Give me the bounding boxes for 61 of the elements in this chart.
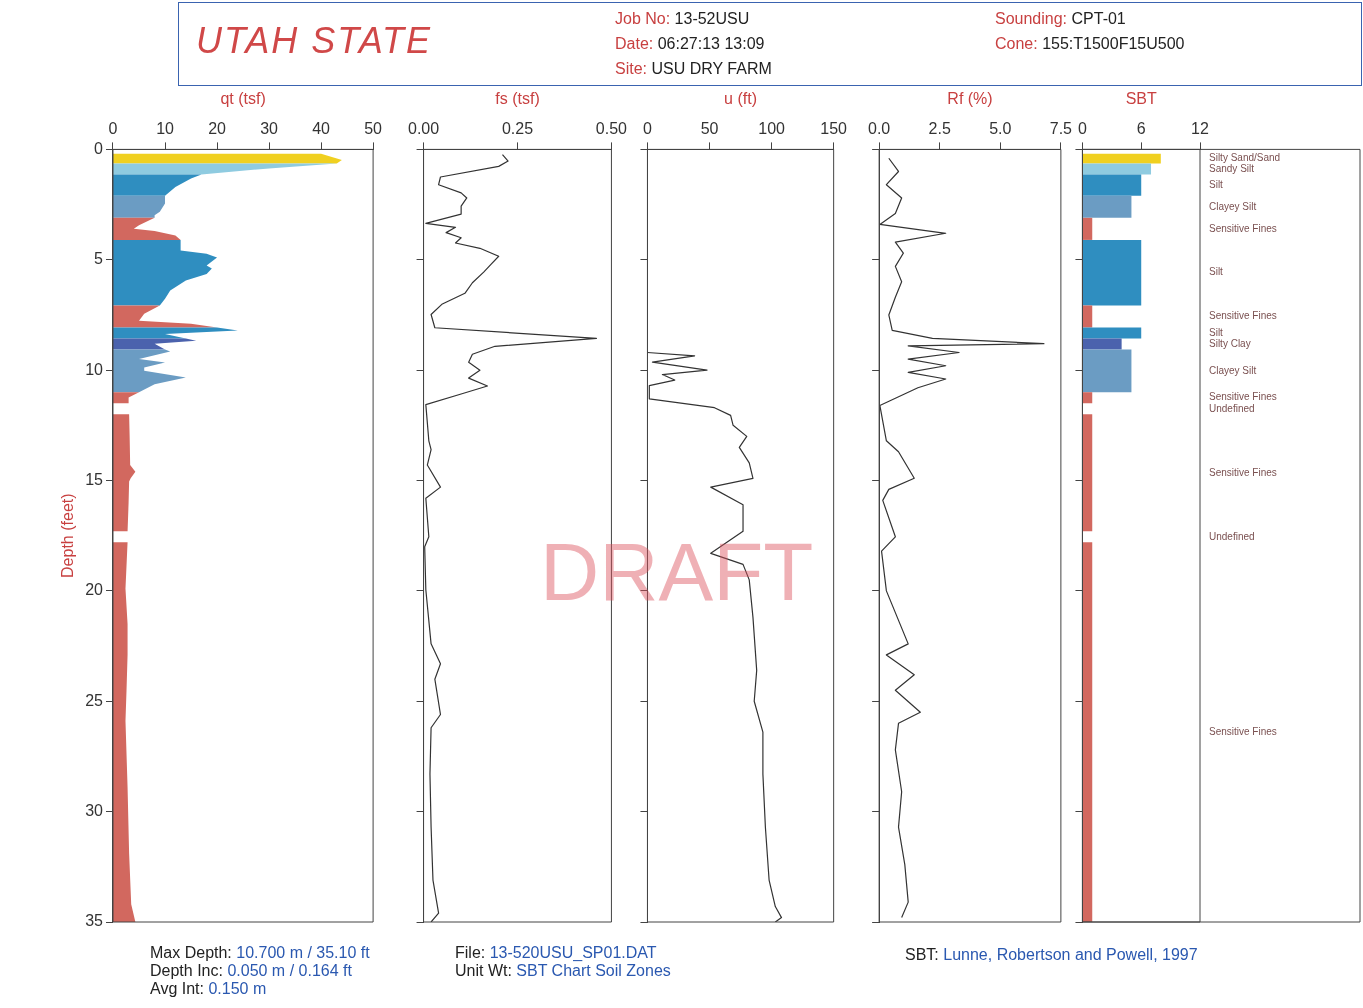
text: Sensitive Fines xyxy=(1209,391,1277,403)
text: Avg Int: 0.150 m xyxy=(150,980,267,997)
x-axis-title: qt (tsf) xyxy=(220,90,266,108)
x-axis-title: Rf (%) xyxy=(947,90,993,108)
x-tick-label: 0 xyxy=(643,120,652,138)
y-tick-label: 0 xyxy=(94,139,104,157)
text: Sounding: CPT-01 xyxy=(995,10,1126,27)
y-tick-label: 20 xyxy=(85,581,104,599)
y-tick-label: 35 xyxy=(85,912,104,930)
text: Date: 06:27:13 13:09 xyxy=(615,35,765,52)
x-tick-label: 0.00 xyxy=(408,120,440,138)
y-tick-label: 5 xyxy=(94,250,104,268)
text: Max Depth: 10.700 m / 35.10 ft xyxy=(150,944,370,961)
text: Undefined xyxy=(1209,530,1255,542)
text: Sensitive Fines xyxy=(1209,222,1277,234)
text: Sensitive Fines xyxy=(1209,466,1277,478)
x-tick-label: 0.50 xyxy=(595,120,628,138)
x-tick-label: 50 xyxy=(700,120,719,138)
x-tick-label: 10 xyxy=(156,120,175,138)
x-tick-label: 5.0 xyxy=(989,120,1012,138)
y-axis-title: Depth (feet) xyxy=(59,493,77,578)
text: Sensitive Fines xyxy=(1209,310,1277,322)
y-tick-label: 10 xyxy=(85,360,104,378)
x-tick-label: 150 xyxy=(820,120,848,138)
x-tick-label: 50 xyxy=(364,120,383,138)
text: Unit Wt: SBT Chart Soil Zones xyxy=(455,962,671,979)
text: Silty Sand/Sand xyxy=(1209,152,1281,164)
x-tick-label: 40 xyxy=(312,120,331,138)
x-tick-label: 20 xyxy=(208,120,227,138)
x-axis-title: SBT xyxy=(1125,90,1158,108)
x-axis-title: u (ft) xyxy=(724,90,757,108)
x-tick-label: 0 xyxy=(1078,120,1087,138)
text: Silt xyxy=(1209,266,1224,278)
x-tick-label: 6 xyxy=(1136,120,1146,138)
text: Sandy Silt xyxy=(1209,162,1255,174)
x-axis-title: fs (tsf) xyxy=(495,90,540,108)
y-tick-label: 25 xyxy=(85,691,104,709)
x-tick-label: 7.5 xyxy=(1049,120,1073,138)
text: Clayey Silt xyxy=(1209,200,1257,212)
x-tick-label: 0.25 xyxy=(501,120,534,138)
y-tick-label: 30 xyxy=(85,802,104,820)
x-tick-label: 0 xyxy=(108,120,118,138)
text: Sensitive Fines xyxy=(1209,725,1277,737)
text: Undefined xyxy=(1209,402,1255,414)
text: Silt xyxy=(1209,326,1224,338)
text: Cone: 155:T1500F15U500 xyxy=(995,35,1185,52)
y-tick-label: 15 xyxy=(85,470,104,488)
text: Job No: 13-52USU xyxy=(615,10,750,27)
text: File: 13-520USU_SP01.DAT xyxy=(455,944,657,961)
x-tick-label: 2.5 xyxy=(928,120,951,138)
text: Silty Clay xyxy=(1209,337,1251,349)
x-tick-label: 0.0 xyxy=(868,120,891,138)
x-tick-label: 12 xyxy=(1191,120,1209,138)
text: SBT: Lunne, Robertson and Powell, 1997 xyxy=(905,946,1198,963)
text: Site: USU DRY FARM xyxy=(615,60,772,77)
text: Clayey Silt xyxy=(1209,364,1257,376)
x-tick-label: 30 xyxy=(260,120,279,138)
text: Silt xyxy=(1209,178,1224,190)
chart-title: UTAH STATE xyxy=(196,20,432,62)
x-tick-label: 100 xyxy=(758,120,786,138)
text: Depth Inc: 0.050 m / 0.164 ft xyxy=(150,962,352,979)
